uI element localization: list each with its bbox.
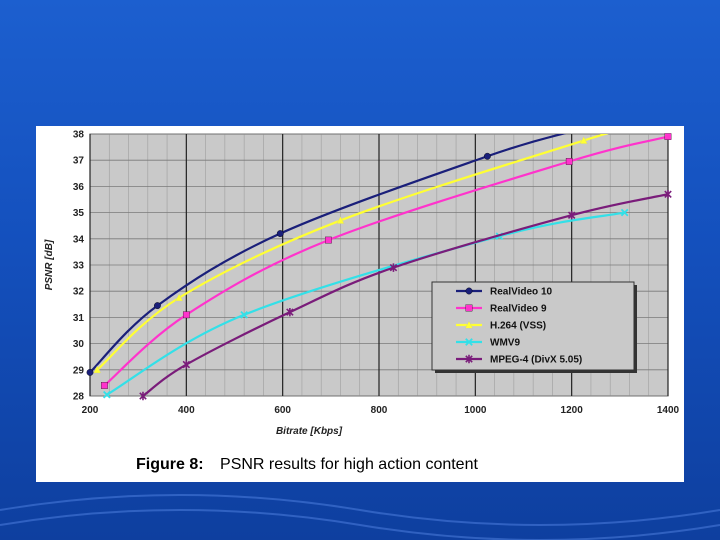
legend-marker-realvideo-10	[465, 287, 473, 295]
data-point-h-264-vss	[579, 136, 588, 144]
series-line-realvideo-10	[90, 134, 567, 374]
data-point-mpeg-4-divx-5-05	[182, 360, 191, 369]
legend-label-wmv9: WMV9	[490, 338, 520, 349]
data-point-realvideo-9	[101, 382, 108, 389]
data-point-realvideo-10	[86, 369, 94, 376]
data-point-mpeg-4-divx-5-05	[286, 307, 294, 317]
x-axis-title: Bitrate [Kbps]	[276, 426, 343, 437]
data-point-mpeg-4-divx-5-05	[139, 391, 147, 401]
y-tick-label: 36	[73, 182, 85, 193]
figure-caption: Figure 8: PSNR results for high action c…	[136, 456, 478, 474]
data-point-realvideo-10	[154, 302, 161, 310]
data-point-h-264-vss	[93, 365, 102, 374]
data-point-realvideo-9	[664, 133, 672, 140]
chart-panel: 28 29 30 31 32 33 34 35 36 37 38 200 400 600 800 1000 12…	[36, 126, 684, 482]
data-point-wmv9	[240, 310, 248, 319]
x-tick-label: 1000	[464, 405, 487, 416]
data-point-mpeg-4-divx-5-05	[664, 190, 672, 199]
data-point-mpeg-4-divx-5-05	[567, 211, 576, 220]
caption-label: Figure 8:	[136, 456, 204, 473]
legend-label-mpeg-4-divx-5-05: MPEG-4 (DivX 5.05)	[490, 355, 582, 366]
y-tick-label: 29	[73, 365, 85, 376]
series-line-realvideo-9	[103, 135, 668, 387]
y-tick-label: 38	[73, 130, 85, 141]
y-tick-label: 33	[73, 261, 85, 272]
y-tick-label: 37	[73, 156, 85, 167]
data-point-realvideo-9	[565, 158, 573, 165]
legend-label-realvideo-9: RealVideo 9	[490, 304, 547, 315]
legend-marker-mpeg-4-divx-5-05	[465, 354, 473, 364]
legend-marker-h-264-vss	[465, 320, 473, 329]
x-tick-label: 1200	[561, 405, 584, 416]
caption-text: PSNR results for high action content	[220, 456, 478, 473]
legend-marker-realvideo-9	[465, 304, 473, 312]
data-point-realvideo-9	[325, 236, 332, 244]
data-point-h-264-vss	[336, 216, 345, 224]
y-tick-label: 34	[73, 234, 85, 245]
legend-label-realvideo-10: RealVideo 10	[490, 287, 553, 298]
background-wave	[0, 494, 720, 540]
x-tick-label: 400	[178, 405, 195, 416]
x-tick-label: 800	[371, 405, 388, 416]
data-point-realvideo-9	[182, 311, 190, 319]
data-point-realvideo-10	[483, 152, 491, 160]
x-tick-label: 200	[82, 405, 99, 416]
y-tick-label: 28	[73, 392, 85, 403]
legend-label-h-264-vss: H.264 (VSS)	[490, 321, 546, 332]
series-line-wmv9	[106, 211, 625, 396]
y-tick-label: 35	[73, 208, 85, 219]
data-point-realvideo-10	[276, 230, 284, 237]
data-point-wmv9	[620, 208, 629, 217]
x-tick-label: 600	[274, 405, 291, 416]
y-tick-label: 31	[73, 313, 85, 324]
data-point-wmv9	[103, 390, 111, 399]
x-tick-label: 1400	[657, 405, 680, 416]
data-point-mpeg-4-divx-5-05	[389, 263, 398, 272]
y-tick-label: 30	[73, 339, 85, 350]
psnr-chart: 28 29 30 31 32 33 34 35 36 37 38 200 400 600 800 1000 12…	[44, 130, 680, 438]
legend-marker-wmv9	[465, 338, 473, 346]
data-point-h-264-vss	[175, 293, 184, 302]
y-tick-label: 32	[73, 287, 85, 298]
y-axis-title: PSNR [dB]	[44, 239, 55, 290]
